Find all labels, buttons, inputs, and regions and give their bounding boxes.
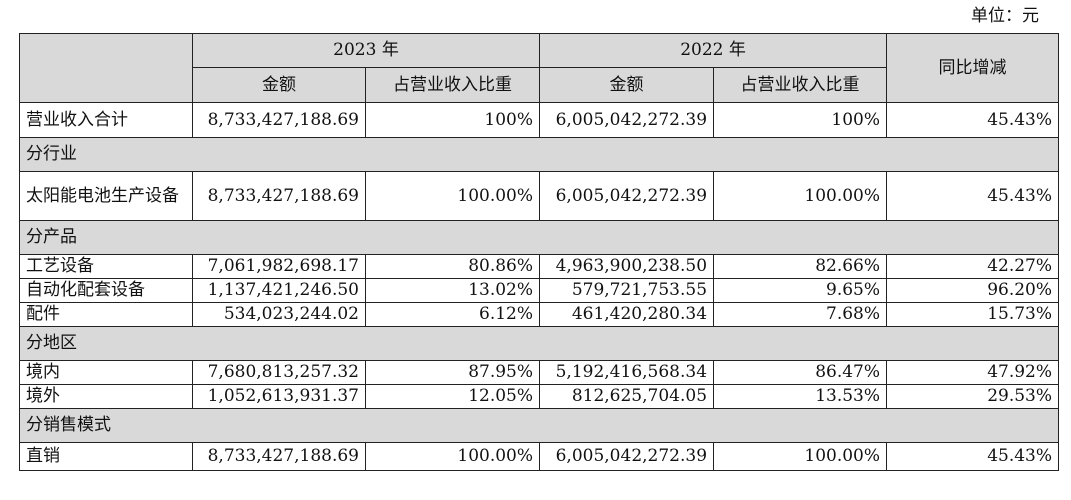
yoy-change: 45.43%	[886, 171, 1060, 221]
section-row: 分地区	[18, 326, 1060, 361]
share-2022: 7.68%	[713, 302, 888, 327]
revenue-table: 2023 年 2022 年 同比增减 金额 占营业收入比重 金额 占营业收入比重…	[18, 33, 1060, 471]
yoy-change: 45.43%	[886, 442, 1060, 471]
share-2023: 87.95%	[364, 360, 541, 385]
row-label: 营业收入合计	[19, 102, 193, 138]
share-2023: 100.00%	[364, 442, 541, 471]
header-year-2022: 2022 年	[539, 33, 888, 68]
table-row: 直销 8,733,427,188.69 100.00% 6,005,042,272.3…	[19, 442, 1060, 471]
table-row: 配件 534,023,244.02 6.12% 461,420,280.34 7.68%…	[19, 302, 1060, 327]
yoy-change: 96.20%	[886, 278, 1060, 303]
amount-2022: 6,005,042,272.39	[539, 102, 715, 138]
header-share-2022: 占营业收入比重	[713, 67, 888, 103]
share-2023: 12.05%	[364, 384, 541, 409]
row-label: 工艺设备	[19, 254, 193, 279]
amount-2022: 461,420,280.34	[539, 302, 715, 327]
amount-2022: 579,721,753.55	[539, 278, 715, 303]
share-2023: 6.12%	[364, 302, 541, 327]
row-label: 自动化配套设备	[19, 278, 193, 303]
table-row: 营业收入合计 8,733,427,188.69 100% 6,005,042,272.…	[19, 102, 1060, 138]
table-row: 工艺设备 7,061,982,698.17 80.86% 4,963,900,238.…	[19, 254, 1060, 279]
yoy-change: 45.43%	[886, 102, 1060, 138]
share-2023: 80.86%	[364, 254, 541, 279]
yoy-change: 15.73%	[886, 302, 1060, 327]
amount-2023: 8,733,427,188.69	[192, 171, 366, 221]
amount-2023: 1,052,613,931.37	[192, 384, 366, 409]
share-2023: 13.02%	[364, 278, 541, 303]
table-body: 2023 年 2022 年 同比增减 金额 占营业收入比重 金额 占营业收入比重…	[18, 33, 1060, 471]
table-row: 境内 7,680,813,257.32 87.95% 5,192,416,568.34…	[19, 360, 1060, 385]
amount-2022: 6,005,042,272.39	[539, 171, 715, 221]
yoy-change: 29.53%	[886, 384, 1060, 409]
row-label: 配件	[19, 302, 193, 327]
share-2023: 100%	[364, 102, 541, 138]
table-row: 太阳能电池生产设备 8,733,427,188.69 100.00% 6,005,04…	[19, 171, 1060, 221]
header-yoy: 同比增减	[886, 33, 1060, 103]
amount-2022: 5,192,416,568.34	[539, 360, 715, 385]
row-label: 境外	[19, 384, 193, 409]
section-label: 分行业	[18, 137, 1060, 172]
amount-2022: 4,963,900,238.50	[539, 254, 715, 279]
row-label: 太阳能电池生产设备	[19, 171, 193, 221]
amount-2023: 7,061,982,698.17	[192, 254, 366, 279]
share-2022: 13.53%	[713, 384, 888, 409]
amount-2023: 8,733,427,188.69	[192, 442, 366, 471]
amount-2023: 7,680,813,257.32	[192, 360, 366, 385]
amount-2022: 6,005,042,272.39	[539, 442, 715, 471]
header-amount-2023: 金额	[192, 67, 366, 103]
amount-2022: 812,625,704.05	[539, 384, 715, 409]
share-2022: 82.66%	[713, 254, 888, 279]
amount-2023: 1,137,421,246.50	[192, 278, 366, 303]
share-2022: 100%	[713, 102, 888, 138]
section-label: 分地区	[18, 326, 1060, 361]
share-2023: 100.00%	[364, 171, 541, 221]
header-share-2023: 占营业收入比重	[364, 67, 541, 103]
row-label: 境内	[19, 360, 193, 385]
header-year-2023: 2023 年	[191, 33, 541, 68]
section-label: 分产品	[18, 220, 1060, 255]
header-amount-2022: 金额	[539, 67, 715, 103]
table-row: 自动化配套设备 1,137,421,246.50 13.02% 579,721,753…	[19, 278, 1060, 303]
amount-2023: 8,733,427,188.69	[192, 102, 366, 138]
share-2022: 86.47%	[713, 360, 888, 385]
section-row: 分产品	[18, 220, 1060, 255]
share-2022: 100.00%	[713, 442, 888, 471]
row-label: 直销	[19, 442, 193, 471]
yoy-change: 47.92%	[886, 360, 1060, 385]
share-2022: 100.00%	[713, 171, 888, 221]
table-row: 境外 1,052,613,931.37 12.05% 812,625,704.05 13…	[19, 384, 1060, 409]
amount-2023: 534,023,244.02	[192, 302, 366, 327]
section-label: 分销售模式	[18, 408, 1060, 443]
header-row-years: 2023 年 2022 年 同比增减	[19, 33, 1060, 103]
unit-label: 单位：元	[971, 6, 1039, 26]
yoy-change: 42.27%	[886, 254, 1060, 279]
header-row-subcolumns: 金额 占营业收入比重 金额 占营业收入比重	[20, 67, 1059, 103]
section-row: 分销售模式	[18, 408, 1060, 443]
share-2022: 9.65%	[713, 278, 888, 303]
header-blank-cell	[19, 33, 193, 103]
section-row: 分行业	[18, 137, 1060, 172]
